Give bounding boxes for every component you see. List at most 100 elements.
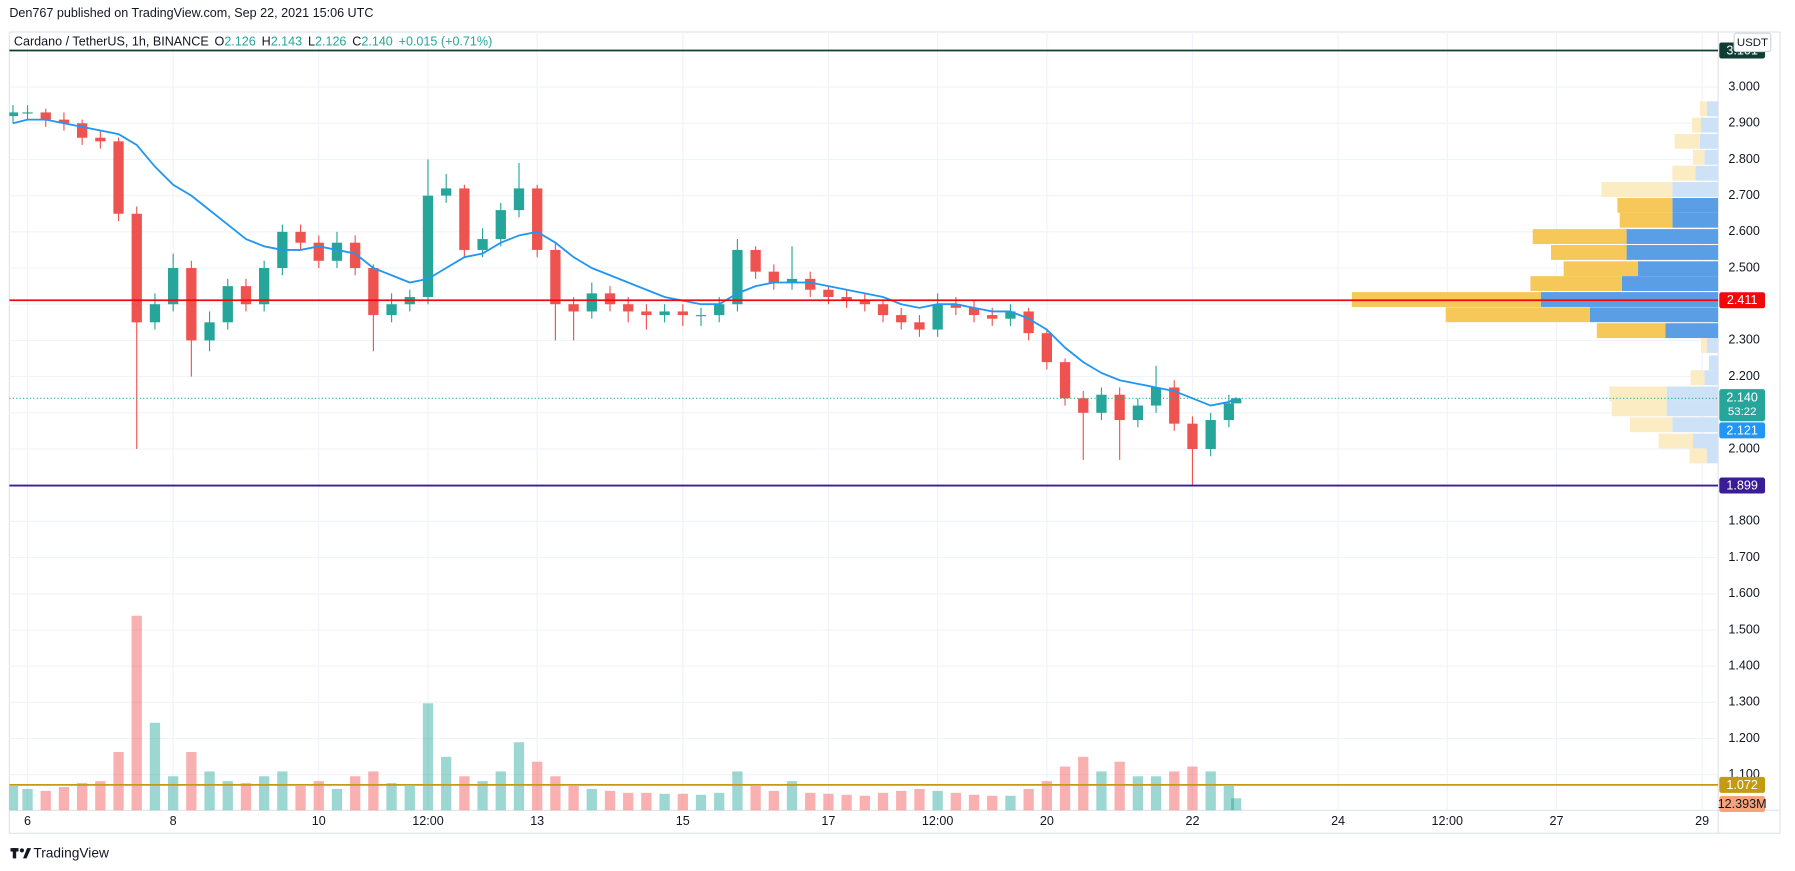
- candle-body: [441, 188, 452, 196]
- volume-bar: [968, 794, 980, 811]
- volume-bar: [750, 786, 761, 811]
- candle-body: [350, 242, 361, 269]
- volume-bar: [222, 781, 233, 811]
- volume-label: 12.393M: [1718, 797, 1767, 811]
- y-tick-label: 2.600: [1728, 224, 1759, 238]
- legend-value: 2.126: [224, 35, 255, 49]
- profile-down: [1619, 212, 1673, 228]
- profile-up: [1638, 261, 1719, 277]
- publisher: Den767 published on TradingView.com, Sep…: [9, 6, 373, 20]
- candle-body: [1041, 333, 1052, 363]
- volume-bar: [22, 788, 33, 811]
- candle-body: [386, 304, 397, 316]
- candle-body: [76, 123, 88, 138]
- candle-body: [331, 242, 343, 261]
- volume-bar: [714, 792, 725, 811]
- volume-bar: [950, 792, 961, 811]
- y-tick-label: 2.300: [1728, 333, 1759, 347]
- volume-bar: [58, 786, 70, 811]
- volume-bar: [9, 786, 19, 811]
- volume-bar: [386, 783, 397, 811]
- candle-body: [550, 249, 561, 305]
- profile-up: [1706, 101, 1719, 117]
- logo-icon: [10, 848, 32, 859]
- candle-body: [240, 286, 252, 305]
- volume-bar: [877, 792, 889, 811]
- candle-body: [641, 311, 652, 316]
- profile-up: [1666, 401, 1719, 417]
- volume-bar: [623, 792, 634, 811]
- volume-bar: [350, 776, 361, 811]
- volume-bar: [513, 742, 525, 811]
- y-tick-label: 3.000: [1728, 79, 1759, 93]
- volume-bar: [240, 783, 252, 811]
- candle-body: [586, 293, 597, 312]
- volume-bar: [550, 776, 561, 811]
- profile-down: [1658, 433, 1693, 449]
- x-tick-label: 27: [1550, 814, 1564, 828]
- level-label-box: [1719, 477, 1766, 494]
- candle-body: [877, 304, 889, 316]
- volume-bar: [477, 781, 488, 811]
- volume-label-box: [1719, 795, 1766, 813]
- profile-up: [1626, 229, 1719, 244]
- candle-body: [513, 188, 525, 211]
- profile-down: [1674, 133, 1700, 149]
- candle-body: [1096, 394, 1107, 413]
- candle-body: [204, 322, 215, 341]
- profile-down: [1672, 165, 1696, 181]
- candle-body: [1150, 387, 1162, 406]
- profile-up: [1700, 117, 1719, 133]
- y-tick-label: 2.800: [1728, 152, 1759, 166]
- currency-badge[interactable]: [1733, 32, 1772, 53]
- candle-body: [568, 304, 579, 312]
- volume-bar: [495, 771, 506, 811]
- volume-bar: [368, 771, 379, 811]
- volume-bar: [167, 776, 179, 811]
- level-label: 1.899: [1726, 478, 1757, 492]
- candle-body: [859, 300, 870, 305]
- volume-bar: [859, 795, 870, 811]
- volume-bar: [732, 771, 743, 811]
- volume-bar: [404, 786, 415, 811]
- profile-up: [1695, 165, 1719, 181]
- volume-bar: [204, 771, 215, 811]
- profile-down: [1689, 448, 1707, 464]
- candle-body: [1187, 423, 1198, 449]
- candle-body: [422, 195, 434, 297]
- candle-body: [222, 286, 233, 323]
- candle-body: [1132, 405, 1144, 421]
- candle-body: [968, 307, 980, 316]
- volume-bar: [823, 793, 834, 811]
- candle-body: [532, 188, 543, 250]
- frame: [8, 31, 1781, 834]
- candle-body: [459, 188, 470, 250]
- x-tick-label: 13: [530, 814, 544, 828]
- volume-bar: [1205, 771, 1216, 811]
- x-tick-label: 6: [24, 814, 31, 828]
- x-tick-label: 15: [676, 814, 690, 828]
- volume-bar: [259, 776, 270, 811]
- volume-bar: [695, 794, 707, 811]
- candle-body: [1114, 394, 1125, 421]
- profile-down: [1617, 197, 1673, 213]
- level-label-box: [1719, 292, 1766, 309]
- candle-body: [732, 249, 743, 305]
- y-tick-label: 1.400: [1728, 658, 1759, 672]
- volume-bar: [331, 788, 343, 811]
- volume-bar: [1005, 795, 1016, 811]
- volume-bar: [568, 786, 579, 811]
- volume-bar: [1078, 756, 1089, 811]
- candle-body: [841, 296, 852, 301]
- currency[interactable]: USDT: [1737, 37, 1768, 49]
- level-label: 1.072: [1726, 778, 1757, 792]
- volume-bar: [76, 783, 88, 811]
- candle-body: [750, 249, 761, 272]
- candle-body: [823, 289, 834, 297]
- y-tick-label: 1.200: [1728, 731, 1759, 745]
- volume-bar: [95, 781, 106, 811]
- profile-down: [1611, 401, 1667, 417]
- x-tick-label: 12:00: [922, 814, 953, 828]
- candle-body: [167, 268, 179, 305]
- candle-body: [131, 213, 142, 323]
